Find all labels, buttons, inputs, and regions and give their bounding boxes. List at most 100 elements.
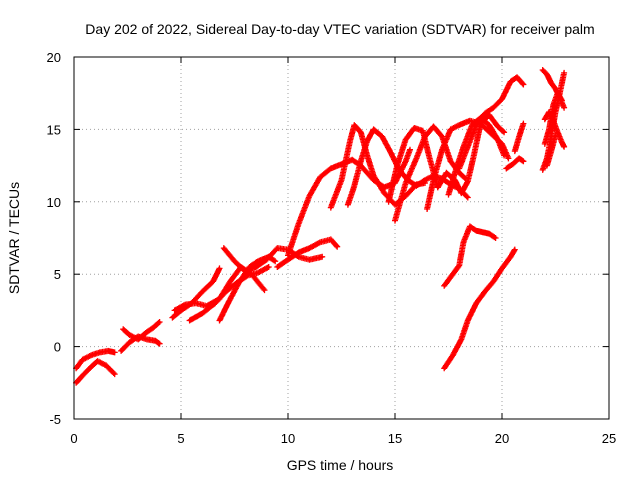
data-point bbox=[554, 87, 557, 91]
data-point bbox=[509, 255, 512, 259]
x-tick-label: 15 bbox=[388, 431, 402, 446]
data-point bbox=[445, 171, 448, 175]
data-point bbox=[389, 151, 392, 154]
data-point bbox=[404, 138, 407, 141]
data-point bbox=[387, 200, 390, 203]
data-point bbox=[423, 178, 427, 182]
data-point bbox=[308, 246, 311, 250]
data-point bbox=[171, 316, 174, 319]
data-point bbox=[481, 231, 484, 234]
data-point bbox=[545, 73, 549, 76]
data-point bbox=[487, 232, 491, 235]
data-point bbox=[425, 207, 429, 211]
data-point bbox=[276, 265, 279, 269]
data-point bbox=[550, 135, 553, 138]
data-point bbox=[365, 139, 369, 143]
data-point bbox=[423, 135, 427, 138]
data-point bbox=[462, 241, 465, 244]
data-point bbox=[89, 354, 93, 357]
data-point bbox=[517, 157, 521, 160]
data-point bbox=[351, 158, 354, 162]
data-point bbox=[224, 290, 228, 293]
data-point bbox=[74, 367, 78, 370]
data-point bbox=[500, 267, 504, 270]
data-point bbox=[560, 141, 564, 144]
data-point bbox=[233, 259, 236, 263]
data-point bbox=[522, 160, 525, 163]
series-track-4 bbox=[120, 319, 163, 343]
data-point bbox=[122, 328, 125, 331]
data-point bbox=[346, 203, 350, 206]
data-point bbox=[188, 319, 191, 322]
data-point bbox=[297, 222, 300, 225]
data-point bbox=[359, 160, 362, 163]
data-point bbox=[460, 191, 463, 195]
series-track-19 bbox=[456, 74, 527, 172]
data-point bbox=[428, 155, 431, 159]
data-point bbox=[276, 246, 279, 250]
y-tick-labels: -5 0 5 10 15 20 bbox=[47, 50, 61, 427]
data-point bbox=[119, 349, 123, 353]
data-point bbox=[145, 330, 148, 334]
data-point bbox=[562, 71, 566, 75]
data-point bbox=[74, 381, 78, 384]
data-point bbox=[393, 219, 397, 222]
data-point bbox=[543, 142, 546, 146]
data-point bbox=[447, 193, 450, 196]
data-point bbox=[383, 191, 386, 195]
data-point bbox=[458, 123, 461, 127]
data-point bbox=[214, 301, 217, 305]
data-point bbox=[218, 319, 221, 322]
data-point bbox=[436, 186, 439, 189]
x-tick-labels: 0 5 10 15 20 25 bbox=[70, 431, 616, 446]
data-point bbox=[286, 258, 290, 261]
data-point bbox=[421, 129, 425, 133]
data-point bbox=[507, 157, 510, 160]
data-point bbox=[321, 255, 324, 259]
data-point bbox=[365, 154, 369, 157]
data-point bbox=[458, 171, 461, 175]
data-point bbox=[449, 160, 452, 163]
data-point bbox=[104, 364, 108, 367]
data-point bbox=[137, 338, 140, 341]
data-point bbox=[432, 178, 435, 182]
data-point bbox=[432, 125, 435, 128]
series-track-1 bbox=[73, 347, 118, 372]
x-tick-label: 5 bbox=[177, 431, 184, 446]
data-point bbox=[483, 112, 487, 115]
data-point bbox=[173, 309, 176, 312]
data-point bbox=[487, 113, 491, 117]
data-point bbox=[472, 152, 476, 156]
data-point bbox=[393, 203, 397, 206]
x-tick-label: 25 bbox=[602, 431, 616, 446]
data-point bbox=[483, 290, 487, 293]
data-point bbox=[496, 138, 499, 141]
data-point bbox=[415, 157, 418, 160]
data-point bbox=[348, 139, 352, 143]
data-point bbox=[267, 265, 270, 269]
series-track-12 bbox=[327, 122, 428, 211]
data-point bbox=[98, 351, 101, 354]
axis-ticks bbox=[73, 56, 610, 420]
grid bbox=[74, 57, 609, 419]
data-point bbox=[256, 271, 260, 274]
data-point bbox=[353, 123, 356, 127]
x-axis-label: GPS time / hours bbox=[287, 457, 394, 473]
data-point bbox=[113, 372, 116, 376]
data-point bbox=[226, 301, 230, 305]
data-point bbox=[329, 167, 332, 170]
data-point bbox=[475, 229, 478, 232]
series-track-10 bbox=[274, 236, 341, 270]
data-point bbox=[466, 145, 469, 148]
data-point bbox=[562, 106, 566, 109]
data-point bbox=[211, 280, 215, 283]
data-point bbox=[449, 128, 452, 131]
data-point bbox=[451, 354, 454, 357]
data-point bbox=[494, 236, 497, 240]
series-track-2 bbox=[73, 358, 118, 386]
x-tick-label: 10 bbox=[281, 431, 295, 446]
data-point bbox=[460, 338, 463, 341]
data-point bbox=[158, 320, 161, 324]
data-point bbox=[408, 148, 412, 151]
data-point bbox=[297, 251, 300, 254]
